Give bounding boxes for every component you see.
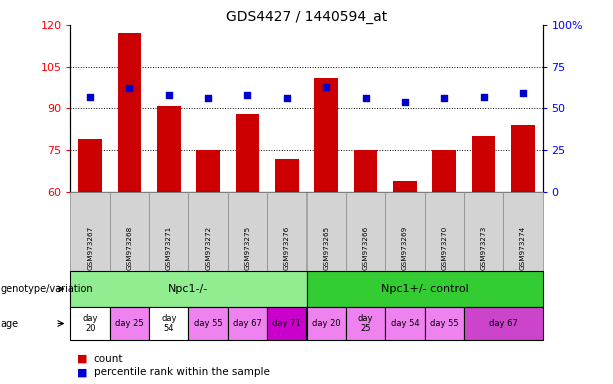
Point (321, 84, 331, 90)
Text: age: age (1, 318, 19, 329)
Bar (118, 33, 141, 192)
Text: day 55: day 55 (430, 319, 459, 328)
Text: GSM973273: GSM973273 (481, 226, 487, 270)
Point (518, 90, 528, 96)
Text: GSM973271: GSM973271 (166, 226, 172, 270)
Point (243, 92, 253, 98)
Text: genotype/variation: genotype/variation (1, 284, 93, 294)
Text: day 54: day 54 (390, 319, 419, 328)
Bar (393, 181, 417, 192)
Point (124, 85, 134, 91)
Text: GSM973275: GSM973275 (245, 226, 251, 270)
Text: GSM973265: GSM973265 (323, 226, 329, 270)
Text: percentile rank within the sample: percentile rank within the sample (94, 367, 270, 377)
Text: ■: ■ (77, 354, 87, 364)
Text: day 67: day 67 (233, 319, 262, 328)
Point (282, 95, 292, 101)
Point (400, 99, 409, 105)
Text: ■: ■ (77, 367, 87, 377)
Text: day
20: day 20 (82, 314, 98, 333)
Point (360, 95, 370, 101)
Text: day
25: day 25 (358, 314, 373, 333)
Bar (511, 125, 535, 192)
Text: GSM973276: GSM973276 (284, 226, 290, 270)
Title: GDS4427 / 1440594_at: GDS4427 / 1440594_at (226, 10, 387, 24)
Text: Npc1+/- control: Npc1+/- control (381, 284, 468, 294)
Text: day
54: day 54 (161, 314, 177, 333)
Bar (354, 150, 377, 192)
Point (204, 95, 213, 101)
Bar (314, 78, 338, 192)
Bar (157, 106, 181, 192)
Bar (196, 150, 220, 192)
Point (479, 94, 489, 100)
Text: GSM973269: GSM973269 (402, 226, 408, 270)
Text: day 67: day 67 (489, 319, 517, 328)
Point (85, 94, 95, 100)
Text: GSM973274: GSM973274 (520, 226, 526, 270)
Point (164, 92, 173, 98)
Text: GSM973267: GSM973267 (87, 226, 93, 270)
Point (440, 95, 449, 101)
Bar (432, 150, 456, 192)
Text: GSM973266: GSM973266 (362, 226, 368, 270)
Text: day 25: day 25 (115, 319, 144, 328)
Bar (471, 136, 495, 192)
Text: GSM973268: GSM973268 (126, 226, 132, 270)
Text: count: count (94, 354, 123, 364)
Text: day 71: day 71 (272, 319, 301, 328)
Text: day 20: day 20 (312, 319, 340, 328)
Text: day 55: day 55 (194, 319, 223, 328)
Bar (78, 139, 102, 192)
Bar (235, 114, 259, 192)
Text: GSM973270: GSM973270 (441, 226, 447, 270)
Bar (275, 159, 299, 192)
Text: GSM973272: GSM973272 (205, 226, 211, 270)
Text: Npc1-/-: Npc1-/- (169, 284, 208, 294)
